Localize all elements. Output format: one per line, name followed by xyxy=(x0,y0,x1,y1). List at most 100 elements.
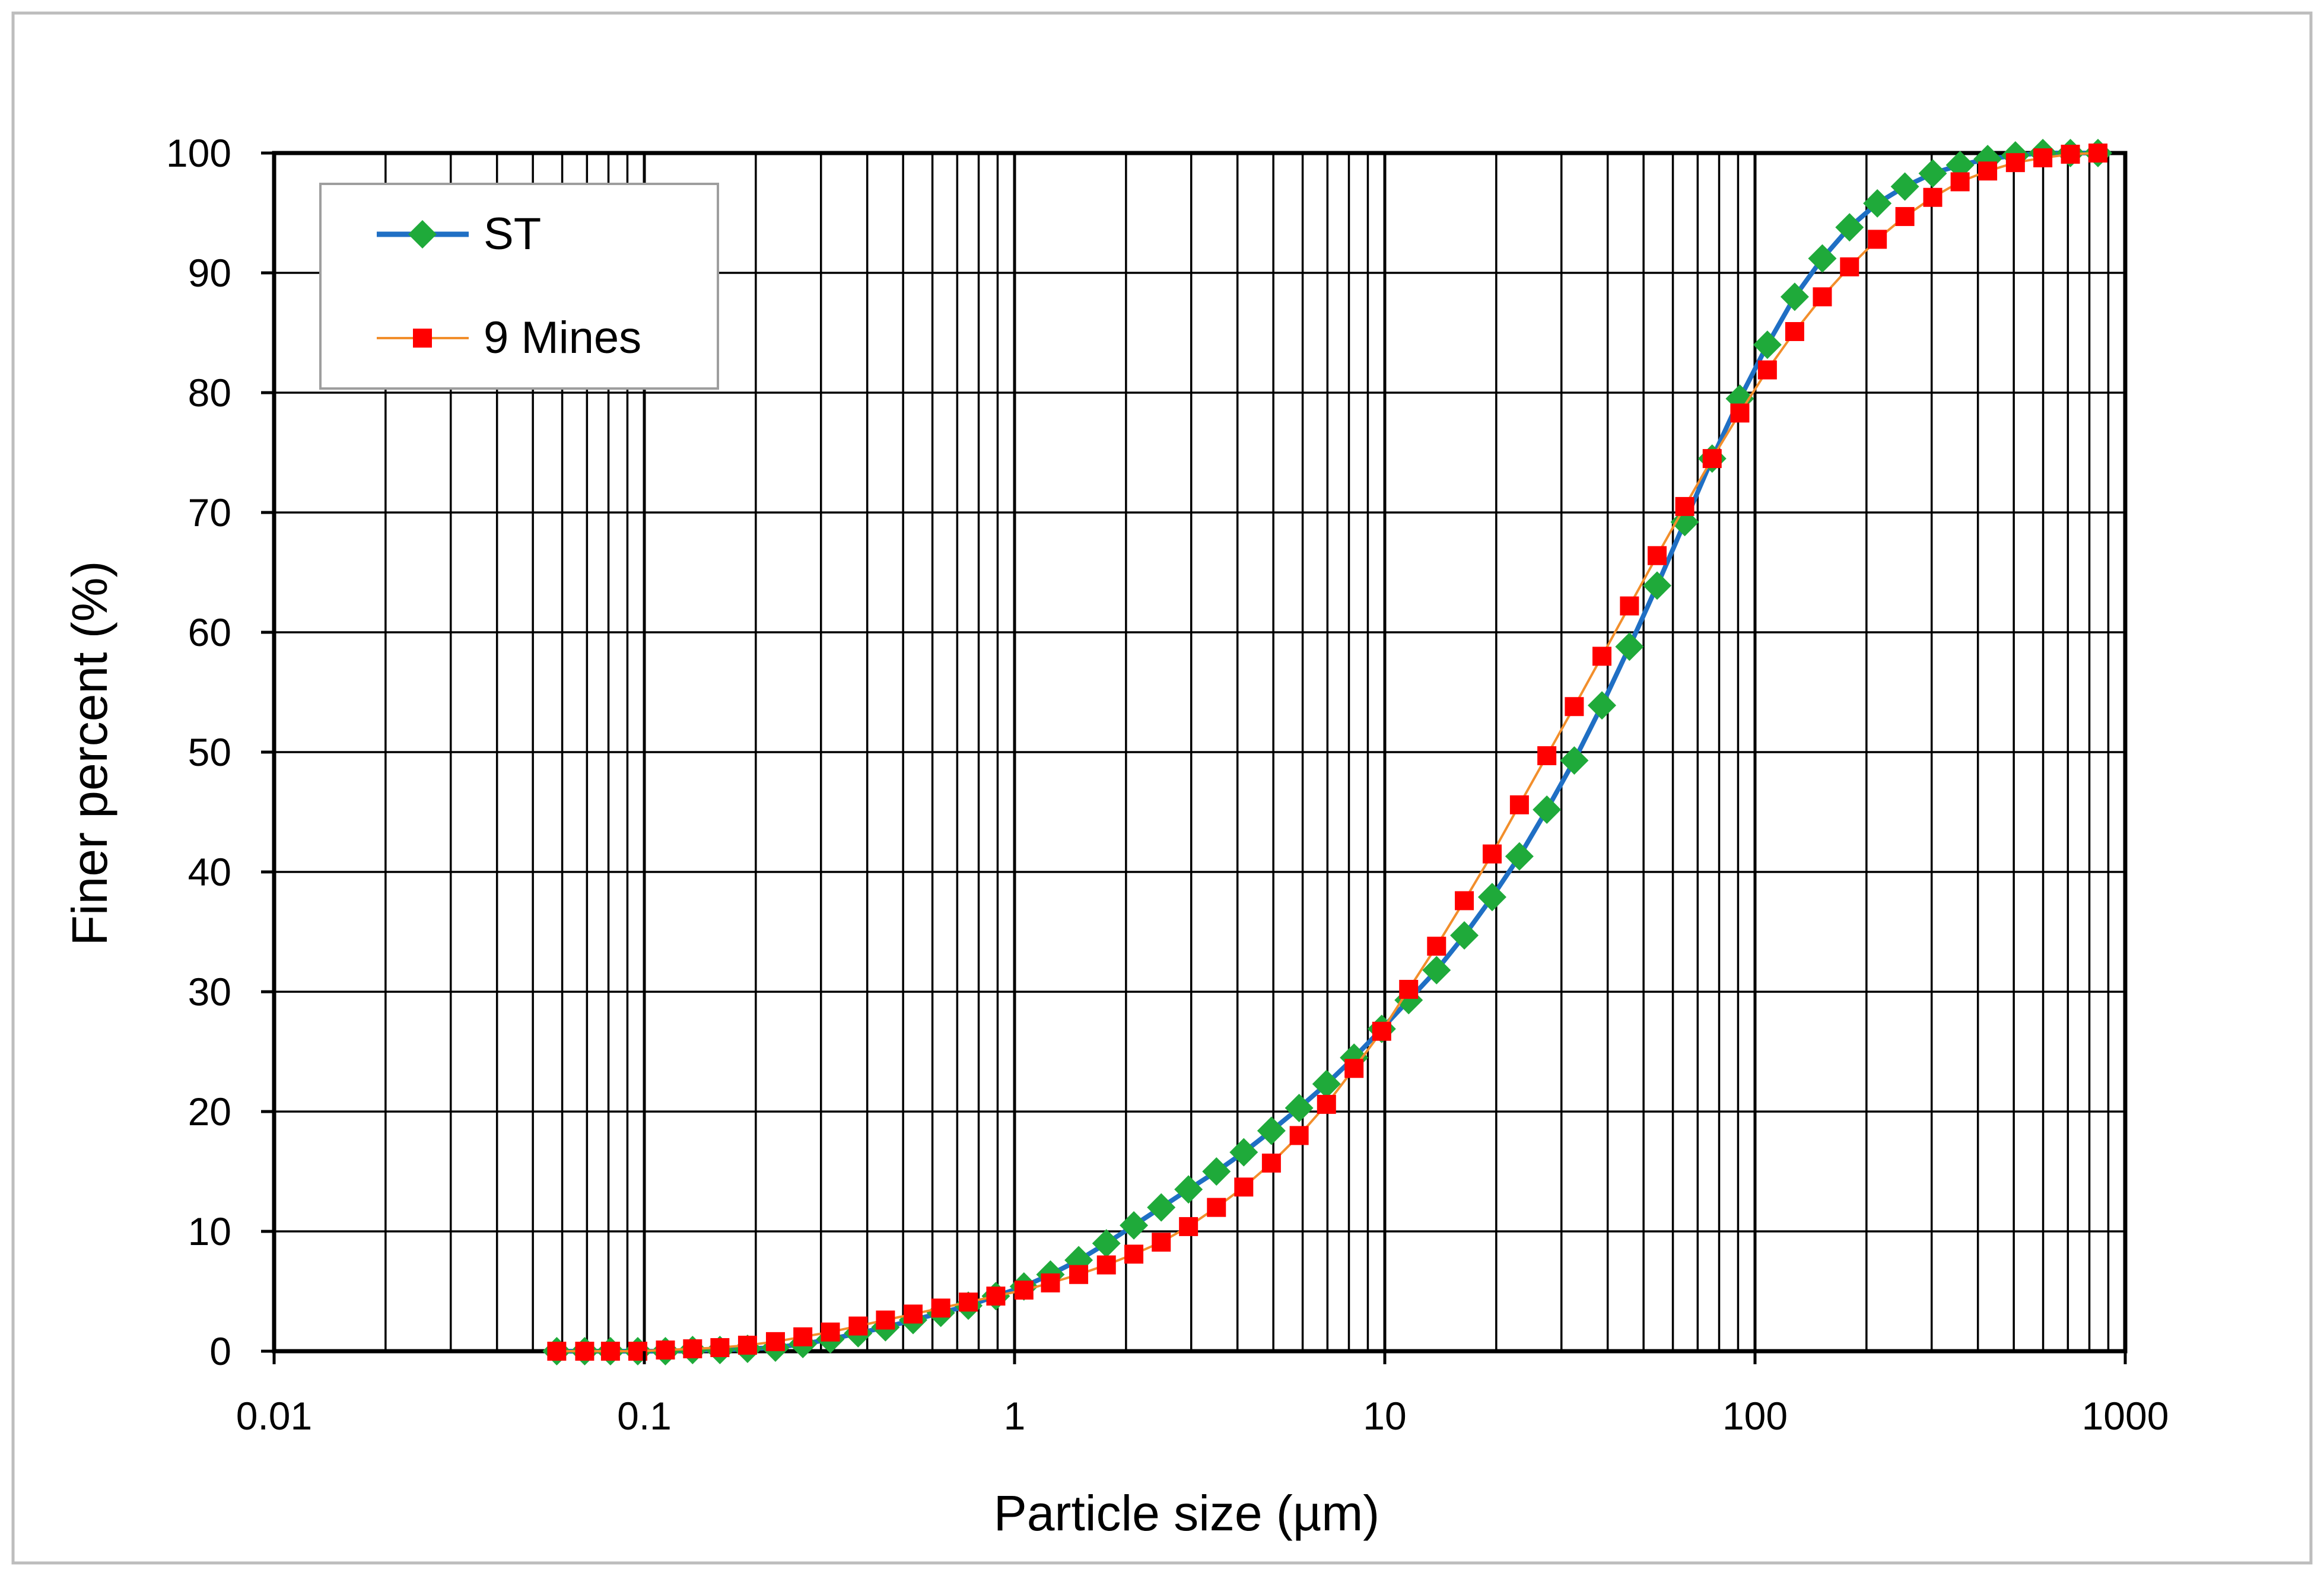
data-point xyxy=(793,1327,813,1346)
x-tick-label: 100 xyxy=(1722,1394,1788,1438)
data-point xyxy=(1147,1193,1176,1222)
data-point xyxy=(876,1310,895,1330)
data-point xyxy=(1427,937,1446,956)
data-point xyxy=(1588,691,1617,720)
y-tick-label: 90 xyxy=(188,251,231,295)
data-point xyxy=(1455,891,1474,910)
x-tick-label: 1 xyxy=(1004,1394,1026,1438)
data-point xyxy=(2033,148,2053,168)
data-point xyxy=(1592,647,1612,666)
data-point xyxy=(1675,496,1694,516)
legend-marker xyxy=(413,329,432,348)
data-point xyxy=(848,1316,868,1336)
data-point xyxy=(1450,921,1479,950)
data-point xyxy=(683,1339,702,1358)
data-point xyxy=(986,1287,1006,1306)
data-point xyxy=(1179,1217,1198,1236)
data-point xyxy=(1234,1177,1254,1197)
y-tick-label: 80 xyxy=(188,371,231,415)
legend-marker xyxy=(408,220,437,249)
data-point xyxy=(2005,153,2025,173)
data-point xyxy=(1945,151,1975,180)
data-point xyxy=(765,1332,785,1351)
data-point xyxy=(656,1340,675,1360)
data-point xyxy=(1813,287,1832,307)
data-point xyxy=(1863,189,1892,218)
data-point xyxy=(1702,449,1722,469)
data-point xyxy=(1344,1059,1364,1078)
data-point xyxy=(1202,1157,1231,1186)
data-point xyxy=(737,1335,757,1355)
x-tick-label: 1000 xyxy=(2082,1394,2169,1438)
data-point xyxy=(1229,1138,1258,1167)
x-tick-label: 0.01 xyxy=(236,1394,312,1438)
data-point xyxy=(1840,257,1859,276)
data-point xyxy=(1399,979,1419,999)
data-point xyxy=(1785,321,1804,341)
data-point xyxy=(1978,161,1998,181)
data-point xyxy=(1757,360,1777,380)
y-tick-label: 40 xyxy=(188,850,231,894)
y-tick-label: 60 xyxy=(188,610,231,654)
data-point xyxy=(1092,1229,1121,1258)
tick-labels: 0.01 0.1 1 10 100 1000 0 10 20 30 40 50 60 70 80 90 100 xyxy=(166,131,2169,1438)
x-tick-label: 0.1 xyxy=(617,1394,672,1438)
data-point xyxy=(1069,1265,1089,1284)
legend-marker-st xyxy=(408,220,437,249)
data-point xyxy=(821,1322,840,1342)
y-tick-label: 0 xyxy=(209,1329,231,1373)
data-point xyxy=(1923,187,1943,207)
data-point xyxy=(1477,883,1506,912)
data-point xyxy=(1372,1021,1391,1041)
data-point xyxy=(1868,230,1887,249)
data-point xyxy=(1422,956,1451,985)
y-tick-label: 30 xyxy=(188,970,231,1014)
x-axis-label: Particle size (µm) xyxy=(994,1485,1379,1541)
data-point xyxy=(1537,746,1557,766)
data-point xyxy=(1835,213,1864,242)
data-point xyxy=(1120,1211,1149,1240)
data-point xyxy=(1565,697,1584,717)
y-tick-label: 20 xyxy=(188,1090,231,1134)
data-point xyxy=(1174,1175,1203,1204)
data-point xyxy=(2061,145,2080,164)
data-point xyxy=(903,1304,923,1324)
data-point xyxy=(1808,244,1837,273)
series-1 xyxy=(547,144,2108,1361)
y-tick-label: 10 xyxy=(188,1209,231,1253)
data-point xyxy=(600,1342,620,1361)
legend-label-9-mines: 9 Mines xyxy=(484,313,641,363)
data-point xyxy=(575,1342,594,1361)
data-point xyxy=(1014,1280,1034,1300)
data-point xyxy=(547,1342,567,1361)
data-point xyxy=(1895,207,1915,227)
y-tick-label: 100 xyxy=(166,131,231,175)
data-point xyxy=(1152,1233,1171,1252)
data-point xyxy=(1257,1116,1286,1145)
data-point xyxy=(1620,596,1639,616)
legend-box xyxy=(319,183,719,390)
data-point xyxy=(1509,795,1529,814)
data-point xyxy=(1041,1273,1060,1292)
legend: ST 9 Mines xyxy=(319,183,719,390)
data-point xyxy=(1289,1126,1309,1145)
legend-marker-9-mines xyxy=(413,329,432,348)
data-point xyxy=(1312,1069,1341,1099)
data-point xyxy=(710,1338,730,1357)
data-point xyxy=(1615,632,1644,661)
data-point xyxy=(1505,842,1534,871)
data-point xyxy=(931,1298,950,1318)
y-tick-label: 50 xyxy=(188,730,231,774)
legend-label-st: ST xyxy=(484,209,541,259)
data-point xyxy=(1753,330,1782,359)
data-point xyxy=(1560,746,1589,775)
data-point xyxy=(959,1292,978,1312)
series-layer xyxy=(542,139,2113,1365)
data-point xyxy=(1730,403,1750,423)
data-point xyxy=(1207,1198,1226,1217)
data-point xyxy=(1317,1094,1336,1114)
data-point xyxy=(1643,571,1672,600)
y-axis-label: Finer percent (%) xyxy=(62,561,117,946)
data-point xyxy=(1285,1093,1314,1122)
